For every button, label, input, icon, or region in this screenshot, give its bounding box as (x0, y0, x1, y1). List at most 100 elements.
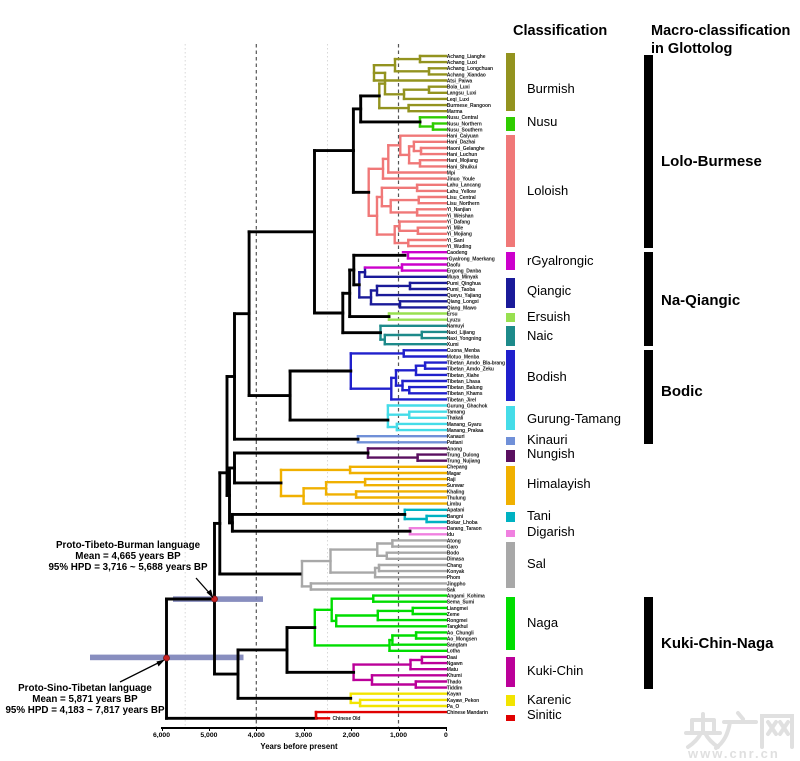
svg-text:Yi_Wuding: Yi_Wuding (447, 244, 472, 250)
svg-text:Jingpho: Jingpho (447, 581, 466, 587)
svg-text:Idu: Idu (447, 532, 454, 538)
svg-text:Raji: Raji (447, 477, 456, 483)
svg-text:Qiang_Mawo: Qiang_Mawo (447, 305, 477, 311)
svg-text:Naxi_Yongning: Naxi_Yongning (447, 336, 482, 342)
svg-text:Nusu_Northern: Nusu_Northern (447, 121, 482, 127)
svg-text:Nusu_Southern: Nusu_Southern (447, 128, 483, 134)
svg-text:Queyu_Yajiang: Queyu_Yajiang (447, 293, 481, 299)
svg-text:Dimasa: Dimasa (447, 557, 464, 563)
svg-text:Ao_Chungli: Ao_Chungli (447, 630, 475, 636)
svg-text:Trung_Dulong: Trung_Dulong (447, 453, 480, 459)
svg-text:Khumi: Khumi (447, 673, 463, 679)
svg-text:Pa_O: Pa_O (447, 704, 460, 710)
svg-text:Lotha: Lotha (447, 649, 460, 655)
svg-text:Sunwar: Sunwar (447, 483, 465, 489)
svg-text:Motuo_Menba: Motuo_Menba (447, 354, 480, 360)
svg-text:Lisu_Northern: Lisu_Northern (447, 201, 480, 207)
svg-text:Manang_Gyaru: Manang_Gyaru (447, 422, 482, 428)
svg-text:rGyalrong_Maerkang: rGyalrong_Maerkang (447, 256, 495, 262)
svg-text:Burmese_Rangoon: Burmese_Rangoon (447, 103, 491, 109)
svg-text:Langsu_Luxi: Langsu_Luxi (447, 91, 477, 97)
svg-text:Magar: Magar (447, 471, 461, 477)
svg-text:Sema_Sumi: Sema_Sumi (447, 600, 475, 606)
svg-text:Achang_Xiandao: Achang_Xiandao (447, 72, 486, 78)
svg-text:Darang_Taraon: Darang_Taraon (447, 526, 482, 532)
svg-text:Nusu_Central: Nusu_Central (447, 115, 479, 121)
svg-text:Jinuo_Youle: Jinuo_Youle (447, 177, 475, 183)
svg-text:Yi_Dafang: Yi_Dafang (447, 220, 470, 226)
svg-text:Naxi_Lijiang: Naxi_Lijiang (447, 330, 475, 336)
svg-text:Zeme: Zeme (447, 612, 460, 618)
svg-text:Muya_Minyak: Muya_Minyak (447, 275, 479, 281)
svg-text:Lyuzu: Lyuzu (447, 318, 461, 324)
svg-text:Angami_Kohima: Angami_Kohima (447, 594, 485, 600)
svg-text:Bodo: Bodo (447, 551, 459, 557)
svg-text:Atong: Atong (447, 538, 461, 544)
svg-text:Anong: Anong (447, 446, 462, 452)
svg-text:Yi_Mile: Yi_Mile (447, 226, 464, 232)
svg-text:Tiddim: Tiddim (447, 686, 463, 692)
svg-text:Namuyi: Namuyi (447, 324, 465, 330)
svg-text:Garo: Garo (447, 545, 458, 551)
svg-text:Trung_Nujiang: Trung_Nujiang (447, 459, 481, 465)
svg-text:Caodeng: Caodeng (447, 250, 468, 256)
svg-text:Hani_Caiyuan: Hani_Caiyuan (447, 134, 479, 140)
svg-text:Ngawn: Ngawn (447, 661, 463, 667)
svg-text:Yi_Weishan: Yi_Weishan (447, 213, 474, 219)
svg-text:Pumi_Qinghua: Pumi_Qinghua (447, 281, 481, 287)
svg-text:Khaling: Khaling (447, 489, 465, 495)
svg-text:Yi_Nanjian: Yi_Nanjian (447, 207, 471, 213)
svg-text:Achang_Longchuan: Achang_Longchuan (447, 66, 493, 72)
svg-text:www.cnr.cn: www.cnr.cn (687, 746, 780, 761)
svg-text:Ersu: Ersu (447, 311, 458, 317)
svg-text:Achang_Luxi: Achang_Luxi (447, 60, 478, 66)
svg-text:Chepang: Chepang (447, 465, 468, 471)
svg-text:Mpi: Mpi (447, 170, 456, 176)
svg-text:Marma: Marma (447, 109, 463, 115)
svg-text:Thakali: Thakali (447, 416, 464, 422)
svg-text:Thulung: Thulung (447, 495, 466, 501)
svg-text:Tibetan_Jirel: Tibetan_Jirel (447, 397, 477, 403)
svg-text:Daai: Daai (447, 655, 458, 661)
svg-text:Lisu_Central: Lisu_Central (447, 195, 477, 201)
svg-text:Thado: Thado (447, 679, 461, 685)
svg-text:Hani_Shuikui: Hani_Shuikui (447, 164, 478, 170)
svg-text:Pumi_Taoba: Pumi_Taoba (447, 287, 475, 293)
svg-text:Hani_Luchun: Hani_Luchun (447, 152, 477, 158)
svg-text:Sangtam: Sangtam (447, 643, 468, 649)
svg-text:Hani_Mojiang: Hani_Mojiang (447, 158, 478, 164)
svg-text:Hani_Dazhai: Hani_Dazhai (447, 140, 476, 146)
svg-text:Liangmei: Liangmei (447, 606, 469, 612)
svg-text:Bola_Luxi: Bola_Luxi (447, 85, 471, 91)
svg-text:Tibetan_Khams: Tibetan_Khams (447, 391, 483, 397)
svg-text:Daofu: Daofu (447, 262, 461, 268)
svg-text:Haoni_Gelanghe: Haoni_Gelanghe (447, 146, 485, 152)
svg-text:Limbu: Limbu (447, 502, 461, 508)
svg-text:Pattani: Pattani (447, 440, 464, 446)
svg-text:Lahu_Yellow: Lahu_Yellow (447, 189, 476, 195)
svg-text:Gurung_Ghachok: Gurung_Ghachok (447, 403, 488, 409)
svg-text:Matu: Matu (447, 667, 458, 673)
svg-text:Tibetan_Amdo_Bla-brang: Tibetan_Amdo_Bla-brang (447, 361, 505, 367)
svg-text:Tibetan_Amdo_Zeku: Tibetan_Amdo_Zeku (447, 367, 494, 373)
svg-text:Tamang: Tamang (447, 410, 465, 416)
svg-text:Cuona_Menba: Cuona_Menba (447, 348, 480, 354)
svg-text:Chinese Mandarin: Chinese Mandarin (447, 710, 488, 716)
svg-text:Tibetan_Balung: Tibetan_Balung (447, 385, 483, 391)
svg-text:Ergong_Danba: Ergong_Danba (447, 269, 481, 275)
svg-text:Bokar_Lhoba: Bokar_Lhoba (447, 520, 478, 526)
svg-text:Konyak: Konyak (447, 569, 465, 575)
svg-text:Phom: Phom (447, 575, 461, 581)
svg-text:Sak: Sak (447, 587, 456, 593)
svg-text:Tibetan_Xiahe: Tibetan_Xiahe (447, 373, 480, 379)
svg-text:Manang_Prakaa: Manang_Prakaa (447, 428, 484, 434)
svg-text:Kanauri: Kanauri (447, 434, 466, 440)
svg-text:Chinese Old: Chinese Old (333, 716, 361, 722)
svg-text:Chang: Chang (447, 563, 462, 569)
svg-text:Tangkhul: Tangkhul (447, 624, 469, 630)
svg-text:Ao_Mongsen: Ao_Mongsen (447, 636, 477, 642)
svg-text:Achang_Lianghe: Achang_Lianghe (447, 54, 486, 60)
svg-text:Rongmei: Rongmei (447, 618, 468, 624)
svg-text:Leqi_Luxi: Leqi_Luxi (447, 97, 470, 103)
svg-text:Yi_Sani: Yi_Sani (447, 238, 465, 244)
